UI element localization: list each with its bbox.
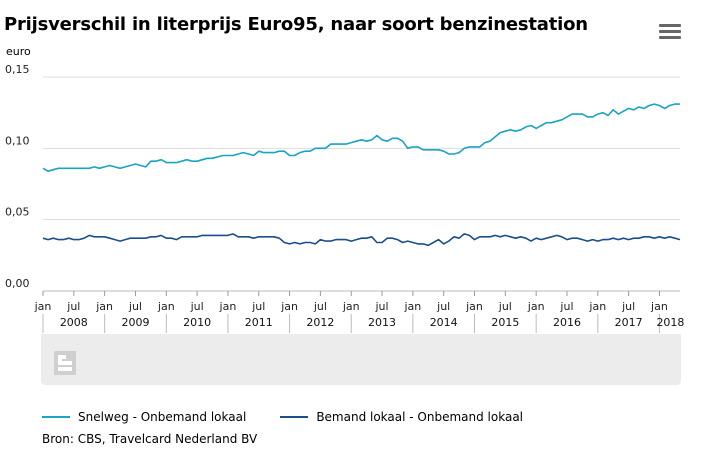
year-label: 2009 [121,316,149,329]
year-label: 2014 [430,316,458,329]
year-label: 2011 [245,316,273,329]
y-tick-label: 0,10 [5,134,30,147]
x-tick-label: jan [157,300,175,313]
legend-swatch-bemand [280,416,309,418]
x-tick-label: jan [527,300,545,313]
legend-label-bemand: Bemand lokaal - Onbemand lokaal [316,410,524,424]
x-tick-label: jul [621,300,635,313]
year-label: 2008 [60,316,88,329]
y-axis-unit-label: euro [6,45,31,58]
x-tick-label: jul [498,300,512,313]
x-tick-label: jul [436,300,450,313]
x-tick-label: jan [650,300,668,313]
x-tick-label: jan [34,300,52,313]
navigator-panel [41,334,681,385]
legend: Snelweg - Onbemand lokaal Bemand lokaal … [42,410,557,424]
hamburger-menu-icon[interactable] [659,24,681,40]
x-tick-label: jul [251,300,265,313]
legend-swatch-snelweg [42,416,70,418]
x-tick-label: jul [190,300,204,313]
x-tick-label: jan [342,300,360,313]
x-tick-label: jan [219,300,237,313]
year-label: 2017 [615,316,643,329]
chart-title: Prijsverschil in literprijs Euro95, naar… [4,14,588,35]
y-tick-label: 0,05 [5,206,30,219]
x-tick-label: jan [403,300,421,313]
year-label: 2016 [553,316,581,329]
legend-item-snelweg[interactable]: Snelweg - Onbemand lokaal [42,410,246,424]
year-label: 2013 [368,316,396,329]
x-tick-label: jul [313,300,327,313]
x-tick-label: jul [66,300,80,313]
source-note: Bron: CBS, Travelcard Nederland BV [42,432,258,446]
x-tick-label: jul [559,300,573,313]
year-label: 2018 [656,316,684,329]
y-tick-label: 0,00 [5,277,30,290]
x-tick-label: jan [280,300,298,313]
x-tick-label: jul [375,300,389,313]
series-line-snelweg [42,103,680,172]
x-tick-label: jan [465,300,483,313]
cbs-logo-icon [54,351,76,375]
year-label: 2012 [306,316,334,329]
legend-item-bemand[interactable]: Bemand lokaal - Onbemand lokaal [280,410,523,424]
legend-label-snelweg: Snelweg - Onbemand lokaal [78,410,247,424]
x-tick-label: jul [128,300,142,313]
x-tick-label: jan [588,300,606,313]
year-label: 2015 [491,316,519,329]
series-line-bemand [42,233,681,247]
year-label: 2010 [183,316,211,329]
x-tick-label: jan [95,300,113,313]
y-tick-label: 0,15 [5,63,30,76]
